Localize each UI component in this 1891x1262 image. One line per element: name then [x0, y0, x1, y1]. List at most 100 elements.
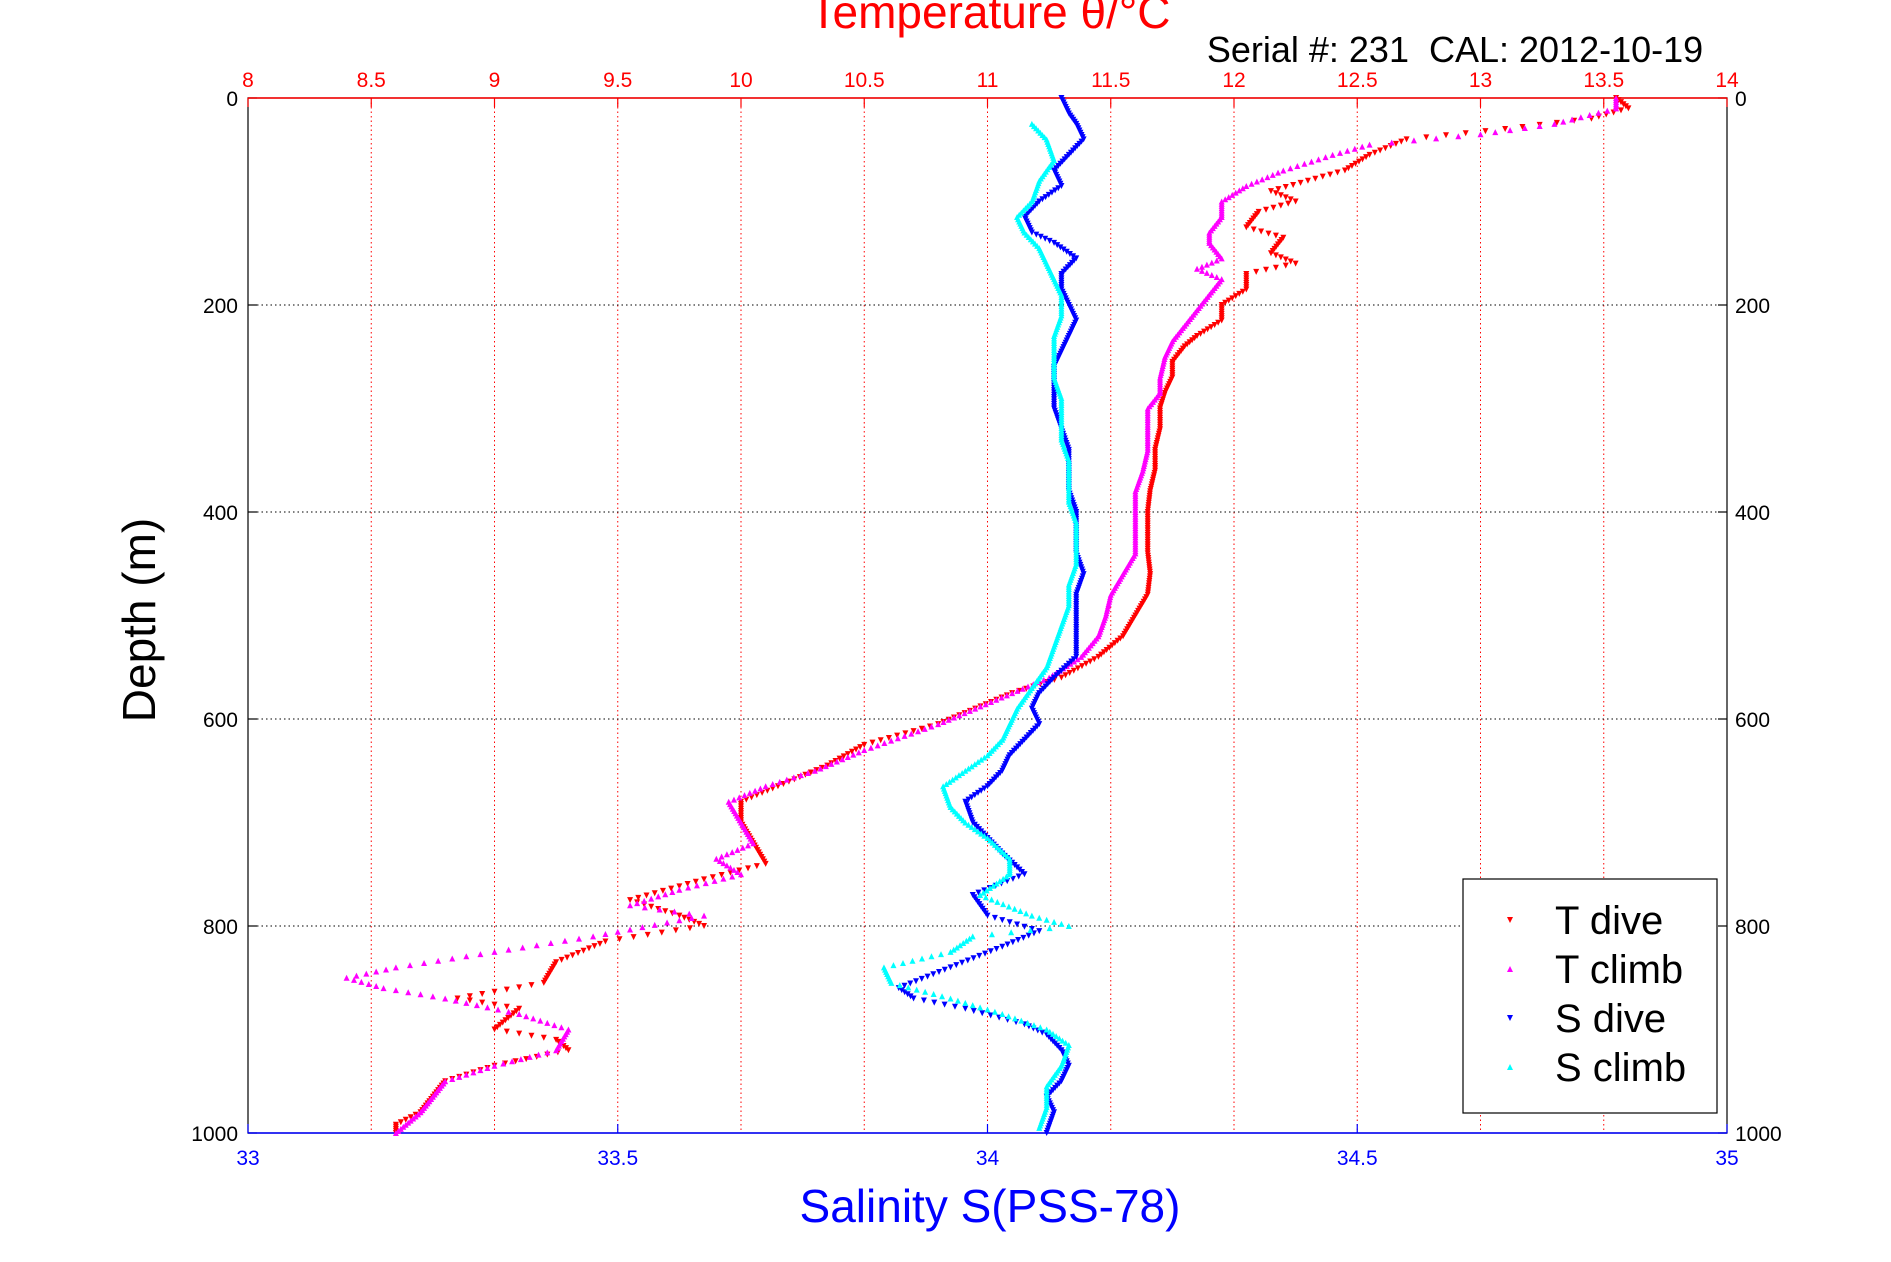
tick-label-top: 13: [1469, 69, 1492, 92]
data-point: [836, 755, 843, 762]
y-axis-title: Depth (m): [113, 518, 165, 722]
data-point: [502, 1017, 509, 1024]
data-point: [466, 997, 473, 1004]
data-point: [1008, 929, 1015, 936]
data-point: [1577, 114, 1584, 121]
data-point: [641, 904, 648, 911]
data-point: [745, 842, 752, 849]
data-point: [962, 1005, 969, 1012]
data-point: [931, 999, 938, 1006]
data-point: [901, 982, 908, 989]
data-point: [1063, 248, 1070, 255]
data-point: [971, 826, 978, 833]
data-point: [974, 789, 981, 796]
data-point: [561, 937, 568, 944]
tick-label-left: 800: [203, 916, 238, 939]
data-point: [477, 951, 484, 958]
data-point: [978, 830, 985, 837]
data-point: [1482, 128, 1489, 135]
data-point: [693, 882, 700, 889]
data-point: [972, 705, 979, 712]
data-point: [685, 884, 692, 891]
data-point: [947, 964, 954, 971]
data-point: [1201, 328, 1208, 335]
data-point: [1065, 923, 1072, 929]
data-point: [1208, 324, 1215, 331]
tick-label-right: 1000: [1735, 1123, 1782, 1146]
data-point: [1058, 674, 1065, 681]
data-point: [1229, 191, 1236, 198]
data-point: [811, 767, 818, 774]
data-point: [1024, 683, 1031, 690]
data-point: [1352, 160, 1359, 167]
data-point: [523, 1056, 530, 1063]
data-point: [797, 772, 804, 779]
data-point: [924, 973, 931, 980]
data-point: [907, 980, 914, 987]
data-point: [1551, 120, 1558, 127]
data-point: [1341, 167, 1348, 174]
data-point: [1009, 875, 1016, 882]
data-point: [358, 978, 365, 985]
data-point: [981, 785, 988, 792]
data-point: [509, 1058, 516, 1065]
tick-label-top: 14: [1715, 69, 1739, 92]
data-point: [516, 1010, 523, 1017]
data-point: [1062, 1039, 1069, 1046]
data-point: [1109, 642, 1116, 649]
data-point: [627, 926, 634, 933]
data-point: [1046, 1028, 1053, 1035]
data-point: [922, 988, 929, 995]
data-point: [505, 946, 512, 953]
data-point: [723, 862, 730, 869]
data-point: [962, 819, 969, 826]
data-point: [905, 984, 912, 991]
data-point: [499, 1019, 506, 1026]
data-point: [701, 923, 708, 929]
tick-label-bottom: 33: [236, 1147, 259, 1170]
data-point: [1000, 901, 1007, 908]
data-point: [1248, 180, 1255, 187]
data-point: [1004, 941, 1011, 948]
data-point: [1477, 131, 1484, 138]
data-point: [648, 895, 655, 902]
data-point: [1025, 932, 1032, 939]
data-point: [523, 1013, 530, 1020]
data-point: [1043, 1130, 1050, 1136]
tick-label-top: 8.5: [357, 69, 386, 92]
data-point: [711, 877, 718, 884]
data-point: [965, 821, 972, 828]
data-point: [676, 883, 683, 890]
data-point: [741, 792, 748, 799]
data-point: [953, 962, 960, 969]
data-point: [991, 914, 998, 921]
data-point: [896, 982, 903, 989]
data-point: [1213, 257, 1220, 264]
data-point: [960, 940, 967, 947]
data-point: [435, 957, 442, 964]
data-point: [1036, 914, 1043, 921]
data-point: [947, 948, 954, 955]
data-point: [1225, 194, 1232, 201]
data-point: [1304, 177, 1311, 184]
data-point: [762, 783, 769, 790]
data-point: [1058, 920, 1065, 927]
data-point: [676, 917, 683, 924]
data-point: [993, 946, 1000, 952]
data-point: [716, 857, 723, 864]
tick-label-right: 200: [1735, 295, 1770, 318]
data-point: [1292, 198, 1299, 205]
x-axis-title: Salinity S(PSS-78): [800, 1180, 1181, 1232]
data-point: [833, 758, 840, 765]
data-point: [1017, 908, 1024, 915]
data-point: [1239, 288, 1246, 295]
data-point: [904, 991, 911, 998]
data-point: [1006, 871, 1013, 878]
data-point: [643, 892, 650, 899]
data-point: [1039, 1029, 1046, 1036]
data-point: [540, 979, 547, 986]
data-point: [513, 1008, 520, 1015]
data-point: [1613, 105, 1620, 112]
data-point: [686, 925, 693, 932]
data-point: [658, 929, 665, 936]
